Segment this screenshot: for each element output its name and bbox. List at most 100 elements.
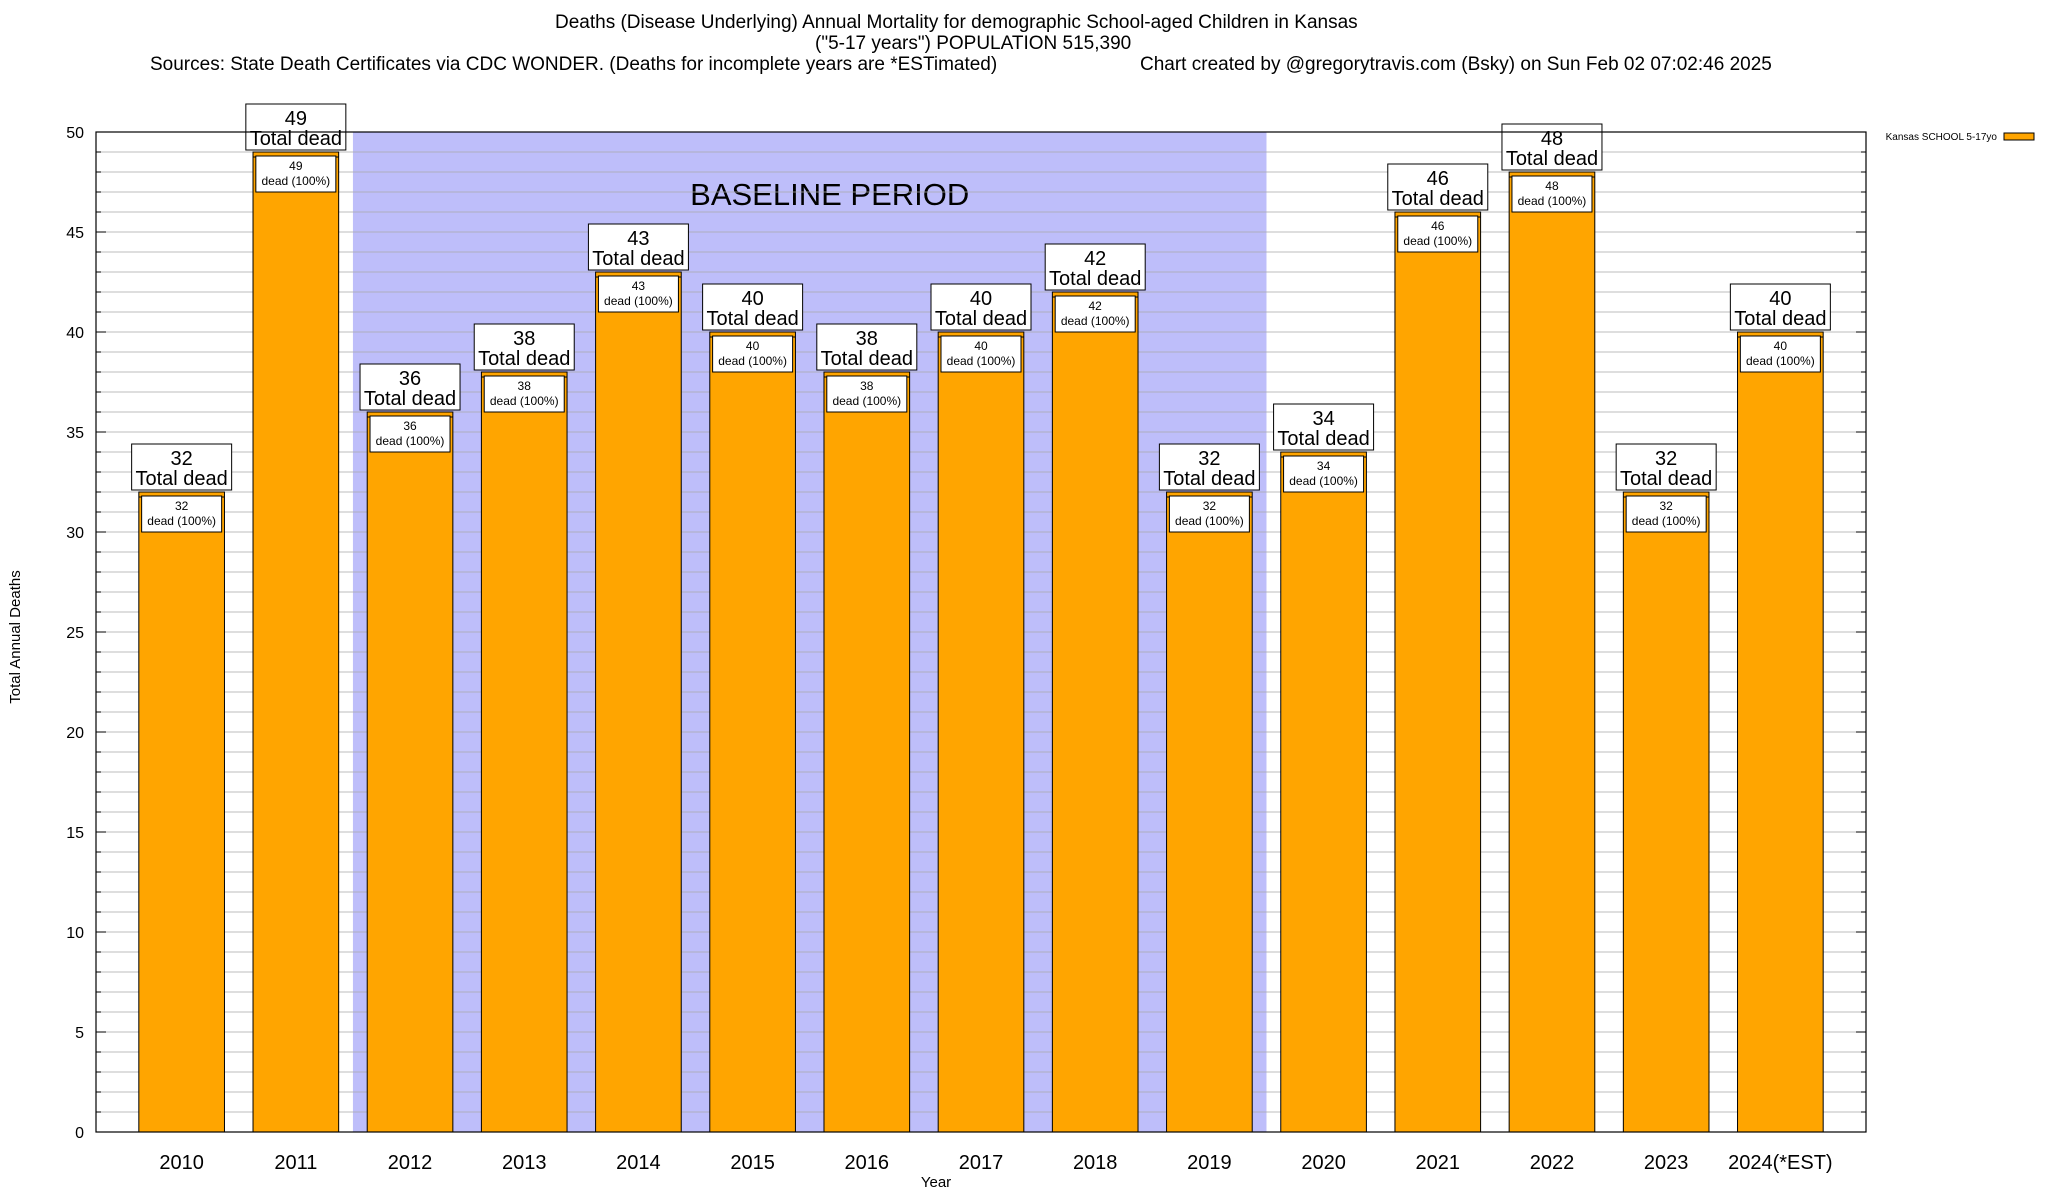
bar-total-label: Total dead — [1734, 308, 1826, 330]
bar-total-value: 38 — [513, 328, 535, 350]
x-axis-label: Year — [921, 1174, 951, 1191]
bar-total-value: 42 — [1084, 248, 1106, 270]
bar-total-value: 36 — [399, 368, 421, 390]
y-tick-label: 45 — [66, 225, 84, 242]
y-tick-label: 10 — [66, 925, 84, 942]
y-tick-label: 0 — [75, 1125, 84, 1142]
bar-inner-value: 46 — [1431, 219, 1445, 233]
legend-swatch — [2003, 132, 2035, 141]
bar-inner-percent: dead (100%) — [832, 394, 901, 408]
bar-total-label: Total dead — [592, 248, 684, 270]
bar-total-label: Total dead — [935, 308, 1027, 330]
bar-total-label-box — [359, 363, 461, 411]
bar-inner-label-box — [483, 375, 565, 413]
x-tick-label: 2014 — [616, 1152, 661, 1174]
bar-inner-percent: dead (100%) — [1061, 314, 1130, 328]
bar-inner-percent: dead (100%) — [1632, 514, 1701, 528]
bar-total-label-box — [702, 283, 804, 331]
bar-inner-value: 32 — [1203, 499, 1217, 513]
y-tick-label: 35 — [66, 425, 84, 442]
bar-inner-value: 32 — [1659, 499, 1673, 513]
x-tick-label: 2023 — [1644, 1152, 1689, 1174]
x-tick-label: 2016 — [845, 1152, 890, 1174]
bar-inner-value: 40 — [746, 339, 760, 353]
bar-inner-percent: dead (100%) — [1518, 194, 1587, 208]
bar-inner-label-box — [141, 495, 223, 533]
bar-2023 — [1622, 491, 1710, 1133]
bar-total-label-box — [473, 323, 575, 371]
bar-inner-value: 48 — [1545, 179, 1559, 193]
bar-inner-value: 42 — [1089, 299, 1103, 313]
bar-total-value: 34 — [1312, 408, 1334, 430]
bar-inner-value: 38 — [860, 379, 874, 393]
bar-2015 — [709, 331, 796, 1133]
chart-credit: Chart created by @gregorytravis.com (Bsk… — [1140, 54, 1772, 75]
bar-inner-percent: dead (100%) — [261, 174, 330, 188]
bar-inner-label-box — [369, 415, 451, 453]
bar-inner-value: 49 — [289, 159, 303, 173]
bar-2022 — [1508, 171, 1596, 1133]
x-tick-label: 2015 — [730, 1152, 775, 1174]
x-tick-label: 2020 — [1301, 1152, 1346, 1174]
bar-total-label-box — [1615, 443, 1717, 491]
bar-inner-percent: dead (100%) — [1403, 234, 1472, 248]
chart-subtitle: ("5-17 years") POPULATION 515,390 — [815, 33, 1132, 54]
x-tick-label: 2012 — [388, 1152, 433, 1174]
bar-inner-label-box — [1739, 335, 1821, 373]
y-tick-label: 15 — [66, 825, 84, 842]
bar-total-label: Total dead — [821, 348, 913, 370]
x-tick-label: 2017 — [959, 1152, 1004, 1174]
x-tick-label: 2011 — [274, 1152, 317, 1174]
bar-total-value: 40 — [1769, 288, 1791, 310]
bar-inner-percent: dead (100%) — [147, 514, 216, 528]
bar-inner-label-box — [1168, 495, 1250, 533]
bar-2010 — [138, 491, 225, 1133]
bar-inner-label-box — [1511, 175, 1593, 213]
bar-total-label: Total dead — [478, 348, 570, 370]
bar-inner-label-box — [826, 375, 908, 413]
bar-inner-value: 34 — [1317, 459, 1331, 473]
bar-total-value: 32 — [171, 448, 193, 470]
bar-inner-percent: dead (100%) — [718, 354, 787, 368]
bar-inner-label-box — [597, 275, 679, 313]
bar-inner-value: 43 — [632, 279, 646, 293]
bar-inner-percent: dead (100%) — [604, 294, 673, 308]
bar-inner-percent: dead (100%) — [1746, 354, 1815, 368]
bar-total-label: Total dead — [1506, 148, 1598, 170]
bar-inner-label-box — [712, 335, 794, 373]
bar-total-label: Total dead — [1392, 188, 1484, 210]
bar-total-label: Total dead — [364, 388, 456, 410]
y-tick-label: 50 — [66, 125, 84, 142]
bar-total-value: 43 — [627, 228, 649, 250]
bar-2020 — [1280, 451, 1367, 1133]
y-tick-label: 25 — [66, 625, 84, 642]
x-tick-label: 2010 — [159, 1152, 204, 1174]
bar-2016 — [823, 371, 911, 1133]
bar-total-label-box — [1158, 443, 1260, 491]
bar-2012 — [366, 411, 454, 1133]
bar-total-label: Total dead — [1049, 268, 1141, 290]
bar-total-label-box — [131, 443, 233, 491]
bar-2018 — [1051, 291, 1139, 1133]
y-axis-label: Total Annual Deaths — [7, 570, 24, 703]
x-tick-label: 2018 — [1073, 1152, 1118, 1174]
x-tick-label: 2021 — [1416, 1152, 1461, 1174]
bar-total-label-box — [1273, 403, 1375, 451]
bar-inner-value: 32 — [175, 499, 189, 513]
bar-2011 — [252, 151, 340, 1133]
x-tick-label: 2024(*EST) — [1728, 1152, 1833, 1174]
bar-2021 — [1394, 211, 1482, 1133]
chart-sources: Sources: State Death Certificates via CD… — [150, 54, 998, 75]
bar-inner-value: 36 — [403, 419, 417, 433]
bar-inner-percent: dead (100%) — [376, 434, 445, 448]
bar-total-value: 32 — [1198, 448, 1220, 470]
bar-total-label: Total dead — [1277, 428, 1369, 450]
bar-total-label: Total dead — [135, 468, 227, 490]
bar-total-value: 49 — [285, 108, 307, 130]
bar-inner-label-box — [1283, 455, 1365, 493]
bar-inner-percent: dead (100%) — [1175, 514, 1244, 528]
bar-total-value: 32 — [1655, 448, 1677, 470]
bar-total-label-box — [930, 283, 1032, 331]
bar-2017 — [937, 331, 1025, 1133]
plot-frame — [95, 131, 1867, 1133]
